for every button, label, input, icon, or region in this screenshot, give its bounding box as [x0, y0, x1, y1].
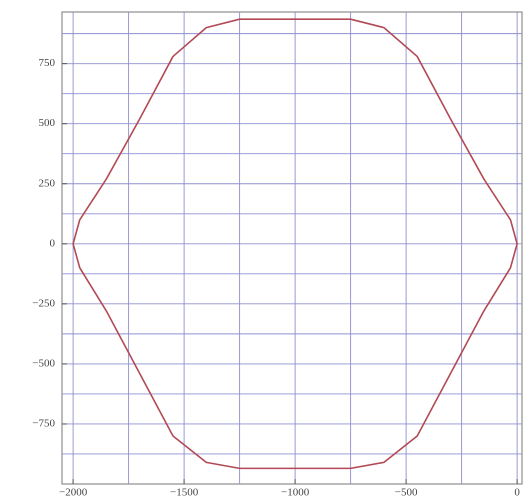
x-tick-label: 0 — [514, 487, 520, 499]
x-tick-label: −1000 — [281, 487, 310, 499]
y-tick-label: 750 — [39, 57, 56, 69]
y-tick-label: −250 — [32, 297, 55, 309]
y-tick-label: 250 — [39, 177, 56, 189]
y-tick-label: 0 — [50, 237, 56, 249]
x-tick-label: −1500 — [170, 487, 199, 499]
y-tick-label: −500 — [32, 357, 55, 369]
x-tick-label: −500 — [395, 487, 418, 499]
y-tick-label: −750 — [32, 417, 55, 429]
y-tick-label: 500 — [39, 117, 56, 129]
x-tick-label: −2000 — [59, 487, 88, 499]
curve — [72, 18, 518, 470]
plot-frame — [61, 11, 523, 485]
